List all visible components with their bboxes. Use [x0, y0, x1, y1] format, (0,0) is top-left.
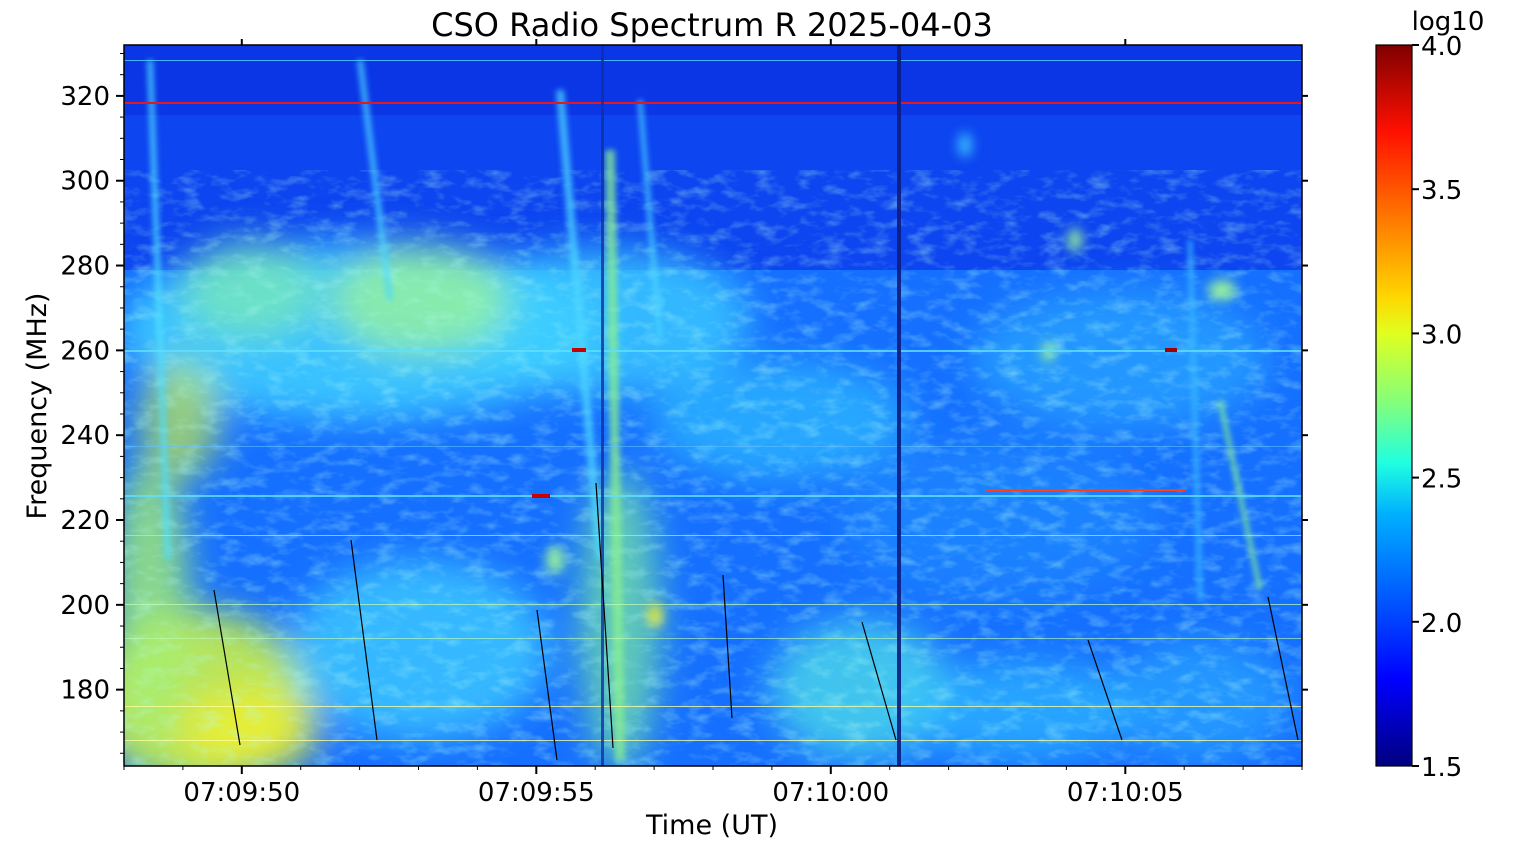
spectrogram-image: [124, 45, 1302, 766]
y-tick-label: 240: [60, 421, 110, 451]
x-tick-label: 07:09:50: [183, 778, 300, 808]
colorbar-bar: [1375, 44, 1413, 767]
y-tick-label: 260: [60, 336, 110, 366]
x-axis: 07:09:50 07:09:55 07:10:00 07:10:05: [123, 39, 1303, 808]
colorbar-tick-label: 2.0: [1421, 609, 1462, 639]
x-tick-label: 07:10:00: [772, 778, 889, 808]
x-axis-label: Time (UT): [645, 810, 778, 841]
x-tick-label: 07:10:05: [1067, 778, 1184, 808]
colorbar-tick-label: 4.0: [1421, 32, 1462, 62]
colorbar-tick-label: 1.5: [1421, 753, 1462, 783]
y-tick-label: 200: [60, 591, 110, 621]
y-tick-label: 280: [60, 252, 110, 282]
y-tick-label: 220: [60, 506, 110, 536]
colorbar: log10 1.5 2.0 2.5 3.0 3.5 4.0: [1375, 7, 1485, 783]
y-tick-label: 180: [60, 676, 110, 706]
rfi-lines: [124, 60, 1302, 741]
y-tick-label: 300: [60, 167, 110, 197]
colorbar-tick-label: 3.0: [1421, 320, 1462, 350]
y-axis-label: Frequency (MHz): [22, 293, 53, 520]
colorbar-tick-label: 3.5: [1421, 176, 1462, 206]
colorbar-label: log10: [1412, 7, 1485, 37]
colorbar-ticks: 1.5 2.0 2.5 3.0 3.5 4.0: [1412, 32, 1462, 783]
burst-drift-lines: [213, 482, 1299, 761]
y-axis: 180 200 220 240 260 280 300 320: [60, 52, 1308, 754]
y-tick-label: 320: [60, 82, 110, 112]
x-tick-label: 07:09:55: [478, 778, 595, 808]
colorbar-tick-label: 2.5: [1421, 465, 1462, 495]
chart-title: CSO Radio Spectrum R 2025-04-03: [431, 6, 993, 44]
